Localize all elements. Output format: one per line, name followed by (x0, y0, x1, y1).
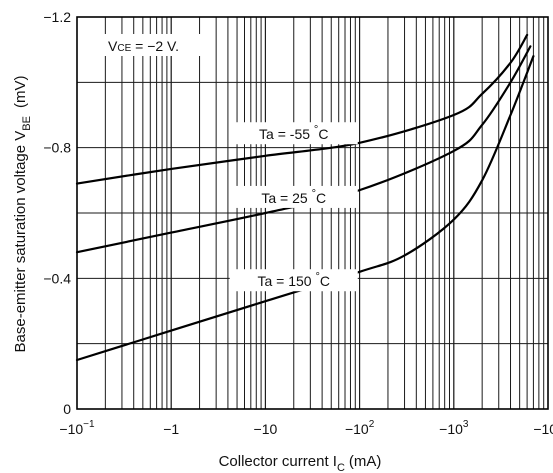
y-tick-label: 0 (63, 401, 71, 417)
y-axis-label-sub: BE (21, 116, 33, 131)
svg-text:VCE = −2 V.: VCE = −2 V. (108, 38, 179, 54)
x-tick-label: −1 (163, 421, 179, 437)
x-tick-label: −103 (439, 419, 469, 437)
y-axis-label-unit: (mV) (12, 76, 29, 109)
y-tick-label: −0.4 (43, 270, 71, 286)
series-line-1 (75, 45, 532, 254)
svg-text:Ta = 25 °C: Ta = 25 °C (261, 188, 326, 206)
condition-prefix: V (108, 38, 118, 54)
tick-labels: 0 −0.4 −0.8 −1.2 −10−1 −1 −10 −102 −103 −104 (43, 9, 553, 437)
svg-text:Ta = -55 °C: Ta = -55 °C (259, 124, 328, 142)
svg-text:Ta = 150 °C: Ta = 150 °C (257, 271, 330, 289)
x-tick-label: −10 (254, 421, 278, 437)
x-tick-label: −104 (533, 419, 553, 437)
x-tick-label: −102 (345, 419, 375, 437)
series-label-text: Ta = 150 (257, 273, 315, 289)
condition-label: VCE = −2 V. (104, 34, 204, 56)
degree-sign: ° (312, 188, 316, 200)
series-label-text: Ta = -55 (259, 126, 314, 142)
x-axis-label: Collector current IC (mA) (219, 453, 382, 473)
degree-sign: ° (314, 124, 318, 136)
x-tick-label: −10−1 (59, 419, 95, 437)
series-label-unit: C (320, 273, 330, 289)
series-line-0 (75, 33, 529, 185)
plot-frame (76, 16, 549, 410)
series-label-text: Ta = 25 (261, 190, 311, 206)
y-axis-label: Base-emitter saturation voltage VBE (mV) (12, 76, 33, 353)
labels: Ta = -55 °CTa = 25 °CTa = 150 °C (229, 122, 358, 292)
x-axis-label-unit: (mA) (349, 453, 382, 470)
x-axis-label-sub: C (337, 462, 345, 473)
series-label-0: Ta = -55 °C (229, 122, 358, 145)
curves (75, 33, 535, 362)
y-tick-label: −1.2 (43, 9, 71, 25)
series-label-1: Ta = 25 °C (229, 185, 358, 208)
series-line-2 (75, 55, 535, 362)
y-tick-label: −0.8 (43, 140, 71, 156)
grid (77, 17, 548, 409)
x-axis-label-main: Collector current I (219, 453, 337, 470)
series-label-2: Ta = 150 °C (229, 269, 358, 292)
y-axis-label-main: Base-emitter saturation voltage V (12, 131, 29, 353)
series-label-unit: C (316, 190, 326, 206)
condition-sub: CE (117, 43, 131, 54)
condition-rest: = −2 V. (131, 38, 179, 54)
degree-sign: ° (315, 271, 319, 283)
series-label-unit: C (318, 126, 328, 142)
